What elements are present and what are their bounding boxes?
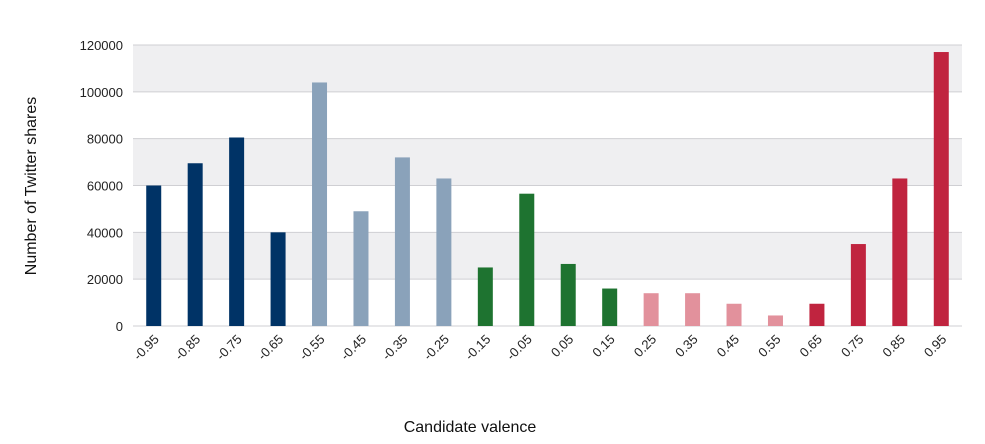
- x-tick-label: -0.95: [130, 332, 162, 364]
- x-tick-label: -0.75: [213, 332, 245, 364]
- x-tick-labels: -0.95 -0.85 -0.75 -0.65 -0.55 -0.45 -0.35 -0.25…: [130, 332, 949, 364]
- y-tick-label: 80000: [87, 132, 123, 147]
- bar: [933, 52, 949, 327]
- grid-band: [133, 138, 962, 186]
- bar: [477, 267, 493, 326]
- bar: [602, 288, 618, 326]
- x-tick-label: 0.75: [838, 332, 867, 361]
- bar: [643, 293, 659, 326]
- bars: [146, 52, 949, 327]
- y-tick-label: 20000: [87, 272, 123, 287]
- x-tick-label: 0.15: [589, 332, 618, 361]
- grid-band: [133, 232, 962, 280]
- x-tick-label: 0.95: [921, 332, 950, 361]
- grid-band: [133, 45, 962, 92]
- bar: [187, 163, 203, 326]
- bar: [809, 303, 825, 326]
- bar: [229, 137, 245, 326]
- bar: [685, 293, 701, 326]
- bar: [270, 232, 286, 326]
- y-tick-label: 40000: [87, 225, 123, 240]
- bar: [312, 82, 328, 326]
- bar: [519, 193, 535, 326]
- y-tick-labels: 0 20000 40000 60000 80000 100000 120000: [80, 38, 123, 334]
- y-axis-title: Number of Twitter shares: [23, 97, 40, 275]
- y-tick-label: 100000: [80, 85, 123, 100]
- grid-bands: [133, 45, 962, 280]
- x-axis-title: Candidate valence: [404, 419, 537, 436]
- x-tick-label: 0.45: [714, 332, 743, 361]
- x-tick-label: -0.05: [503, 332, 535, 364]
- bar: [560, 263, 576, 326]
- y-tick-label: 120000: [80, 38, 123, 53]
- x-tick-label: -0.45: [338, 332, 370, 364]
- bar: [146, 185, 162, 326]
- x-tick-label: -0.25: [420, 332, 452, 364]
- x-tick-label: 0.55: [755, 332, 784, 361]
- x-tick-label: 0.25: [631, 332, 660, 361]
- x-tick-label: 0.35: [672, 332, 701, 361]
- bar: [353, 211, 369, 326]
- x-tick-label: 0.85: [879, 332, 908, 361]
- x-tick-label: -0.65: [255, 332, 287, 364]
- y-tick-label: 0: [116, 319, 123, 334]
- y-tick-label: 60000: [87, 179, 123, 194]
- bar: [394, 157, 410, 326]
- x-tick-label: 0.05: [548, 332, 577, 361]
- bar: [850, 244, 866, 326]
- bar: [892, 178, 908, 326]
- x-tick-label: -0.35: [379, 332, 411, 364]
- x-tick-label: -0.85: [172, 332, 204, 364]
- bar: [726, 303, 742, 326]
- x-tick-label: -0.15: [462, 332, 494, 364]
- bar: [767, 315, 783, 326]
- x-tick-label: -0.55: [296, 332, 328, 364]
- bar: [436, 178, 452, 326]
- x-tick-label: 0.65: [797, 332, 826, 361]
